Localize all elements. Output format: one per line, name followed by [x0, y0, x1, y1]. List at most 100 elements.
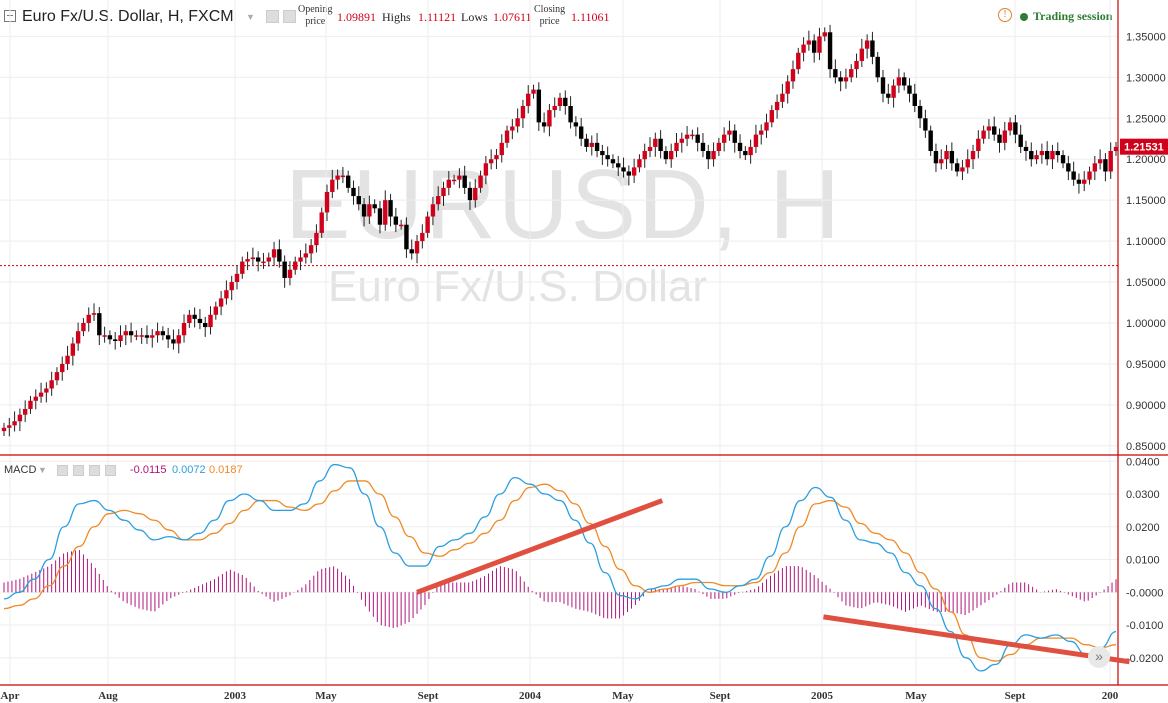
- time-tick-label: 200: [1102, 690, 1119, 702]
- last-price-label: 1.21531: [1124, 142, 1164, 154]
- candle-body: [536, 89, 542, 123]
- candle-body: [287, 269, 293, 278]
- candle-body: [774, 101, 780, 111]
- symbol-title[interactable]: Euro Fx/U.S. Dollar, H, FXCM: [22, 8, 234, 25]
- candle-body: [234, 273, 240, 283]
- candle-body: [552, 105, 557, 111]
- candle-body: [319, 212, 324, 233]
- candle-body: [695, 134, 700, 143]
- candle-body: [1007, 122, 1013, 131]
- last-price-tag: [1120, 138, 1168, 155]
- candle-body: [864, 40, 870, 49]
- candle-body: [229, 282, 234, 291]
- candle-body: [330, 179, 335, 192]
- candle-body: [425, 216, 430, 233]
- candle-body: [467, 187, 473, 201]
- candle-body: [647, 146, 653, 152]
- settings-icon[interactable]: [73, 465, 84, 476]
- candle-body: [870, 40, 875, 57]
- candle-body: [351, 187, 356, 197]
- trendline-1: [416, 498, 664, 595]
- price-tick-label: 1.10000: [1126, 236, 1166, 248]
- plus-icon[interactable]: [89, 465, 100, 476]
- candle-body: [345, 175, 351, 188]
- session-status-icon: [1020, 13, 1028, 21]
- candle-body: [827, 32, 833, 70]
- candle-body: [811, 40, 817, 53]
- candle-body: [483, 163, 489, 176]
- time-tick-label: May: [905, 690, 927, 702]
- settings-icon[interactable]: [266, 10, 279, 23]
- warning-icon[interactable]: !: [998, 8, 1012, 22]
- candle-body: [1055, 151, 1060, 156]
- candle-body: [361, 204, 367, 217]
- candle-body: [849, 69, 854, 78]
- chevron-down-icon[interactable]: ▼: [246, 12, 255, 22]
- candle-body: [113, 339, 118, 341]
- candle-body: [255, 257, 261, 262]
- chevron-down-icon[interactable]: ▼: [38, 465, 47, 475]
- price-tick-label: 1.15000: [1126, 195, 1166, 207]
- candle-body: [65, 355, 70, 364]
- candle-body: [118, 335, 123, 341]
- candle-body: [155, 331, 160, 336]
- macd-tick-label: 0.0300: [1126, 489, 1160, 501]
- candle-body: [605, 155, 610, 160]
- chart-header: Euro Fx/U.S. Dollar, H, FXCM ▼ Opening pr…: [0, 0, 1118, 34]
- candle-body: [250, 257, 256, 260]
- candle-body: [880, 77, 886, 94]
- candle-body: [123, 331, 128, 336]
- candle-body: [1029, 151, 1034, 160]
- candle-body: [933, 151, 939, 164]
- candle-body: [833, 69, 838, 78]
- macd-label[interactable]: MACD: [4, 464, 37, 476]
- candles: [1, 24, 1119, 437]
- candle-body: [759, 130, 764, 135]
- macd-hist-value: -0.0115: [130, 464, 167, 476]
- candle-body: [171, 339, 176, 344]
- candle-body: [377, 208, 383, 225]
- candle-body: [1050, 151, 1055, 160]
- candle-body: [997, 134, 1002, 143]
- candle-body: [245, 259, 250, 262]
- candle-body: [1113, 146, 1119, 152]
- candle-body: [954, 163, 960, 172]
- scroll-right-icon[interactable]: »: [1088, 646, 1110, 668]
- candle-body: [60, 363, 65, 373]
- candle-body: [1082, 179, 1087, 184]
- visibility-icon[interactable]: [57, 465, 68, 476]
- candle-body: [1023, 146, 1029, 152]
- candle-body: [1108, 151, 1113, 172]
- price-tick-label: 0.85000: [1126, 441, 1166, 453]
- macd-line-value: 0.0072: [172, 464, 206, 476]
- candle-body: [187, 314, 192, 323]
- candle-body: [547, 110, 552, 127]
- candle-body: [520, 105, 526, 119]
- candle-body: [388, 200, 393, 217]
- candle-body: [144, 335, 150, 338]
- time-tick-label: 2003: [224, 690, 247, 702]
- trading-session-label[interactable]: Trading session: [1033, 9, 1113, 23]
- candle-body: [1013, 122, 1018, 135]
- candle-body: [150, 335, 155, 338]
- candle-body: [1034, 155, 1039, 160]
- candle-body: [28, 400, 33, 409]
- candle-body: [324, 191, 330, 213]
- candle-body: [531, 89, 536, 94]
- candle-body: [753, 134, 759, 147]
- low-value: 1.07611: [493, 10, 532, 24]
- time-tick-label: Apr: [1, 690, 20, 702]
- candle-body: [160, 331, 166, 336]
- candle-body: [907, 85, 912, 94]
- close-icon[interactable]: [105, 465, 116, 476]
- candle-body: [721, 134, 727, 143]
- candle-body: [563, 97, 568, 106]
- settings-icon-2[interactable]: [283, 10, 296, 23]
- price-tick-label: 1.25000: [1126, 113, 1166, 125]
- candle-body: [436, 196, 441, 205]
- candle-body: [1092, 163, 1098, 172]
- candle-body: [75, 331, 81, 344]
- candle-body: [293, 261, 298, 270]
- candle-body: [976, 138, 981, 152]
